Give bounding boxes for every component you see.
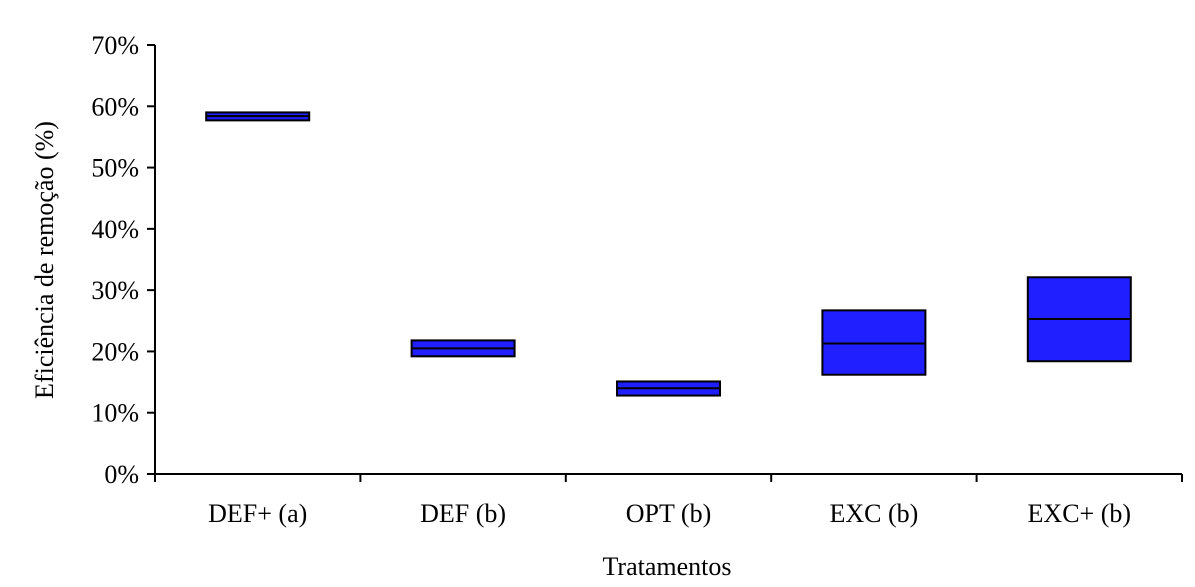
x-axis-title: Tratamentos — [602, 552, 731, 581]
y-tick-label: 70% — [91, 31, 139, 60]
x-tick-label: EXC+ (b) — [1028, 499, 1131, 528]
y-axis-title: Eficiência de remoção (%) — [30, 121, 59, 399]
x-tick-label: EXC (b) — [829, 499, 918, 528]
y-tick-label: 60% — [91, 92, 139, 121]
y-tick-label: 0% — [104, 460, 139, 489]
x-ticks: DEF+ (a) DEF (b) OPT (b) EXC (b) EXC+ (b) — [154, 474, 1183, 528]
y-tick-label: 40% — [91, 215, 139, 244]
y-tick-label: 10% — [91, 399, 139, 428]
y-ticks: 0% 10% 20% 30% 40% 50% 60% 70% — [91, 31, 155, 489]
x-tick-label: OPT (b) — [626, 499, 711, 528]
y-tick-label: 20% — [91, 337, 139, 366]
y-tick-label: 30% — [91, 276, 139, 305]
axes — [154, 45, 1182, 475]
boxes — [205, 111, 1132, 397]
x-tick-label: DEF (b) — [420, 499, 506, 528]
x-tick-label: DEF+ (a) — [208, 499, 307, 528]
y-tick-label: 50% — [91, 154, 139, 183]
